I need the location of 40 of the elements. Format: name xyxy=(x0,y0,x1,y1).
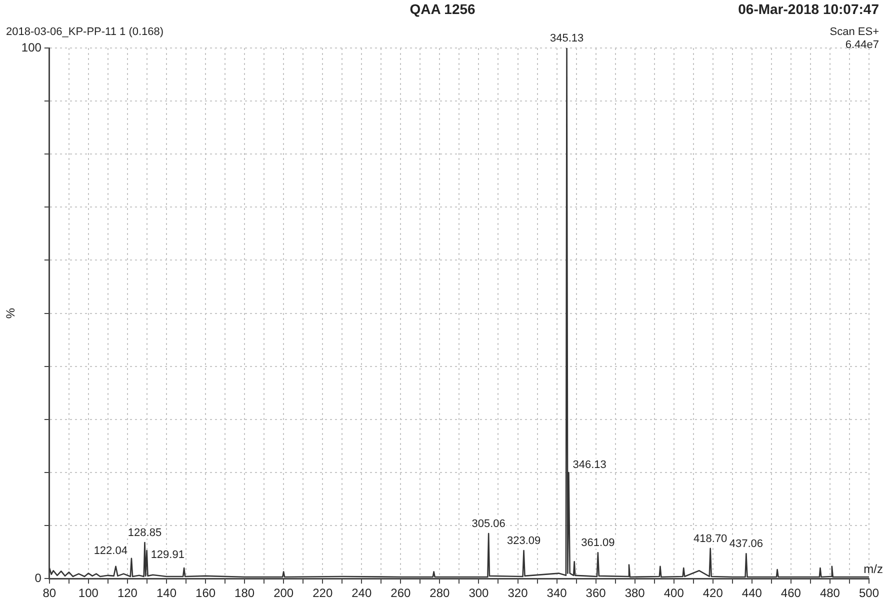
annotation: 128.85 xyxy=(128,527,162,540)
annotation: 346.13 xyxy=(572,459,606,472)
x-tick-label: 220 xyxy=(312,586,333,600)
x-tick-label: 300 xyxy=(468,586,490,600)
x-tick-label: 260 xyxy=(390,586,411,600)
x-axis-title: m/z xyxy=(864,562,883,576)
x-tick-label: 380 xyxy=(624,586,646,600)
annotation: 122.04 xyxy=(94,544,128,557)
annotation: 129.91 xyxy=(150,549,184,562)
x-tick-label: 340 xyxy=(546,586,568,600)
annotation: 305.06 xyxy=(472,518,506,530)
y-tick-label: 0 xyxy=(34,570,42,585)
x-tick-label: 80 xyxy=(42,586,56,600)
x-tick-label: 360 xyxy=(586,586,606,600)
x-tick-label: 140 xyxy=(156,586,177,600)
x-tick-label: 400 xyxy=(664,586,684,600)
x-tick-label: 100 xyxy=(78,586,99,600)
x-tick-label: 420 xyxy=(702,586,724,600)
annotation: 323.09 xyxy=(506,535,541,548)
x-tick-label: 240 xyxy=(352,586,372,600)
x-tick-label: 160 xyxy=(196,586,216,600)
text: 06-Mar-2018 10:07:47 xyxy=(738,1,879,17)
annotation: 418.70 xyxy=(694,532,728,545)
x-tick-label: 180 xyxy=(234,586,255,600)
x-tick-label: 460 xyxy=(780,586,802,600)
x-tick-label: 280 xyxy=(430,586,450,600)
x-tick-label: 440 xyxy=(742,586,762,600)
annotation: 361.09 xyxy=(581,537,615,550)
annotation: 345.13 xyxy=(550,32,584,45)
y-axis-title: % xyxy=(4,308,18,319)
x-tick-label: 480 xyxy=(820,586,840,600)
x-tick-label: 120 xyxy=(117,586,138,600)
annotation: 437.06 xyxy=(729,538,764,550)
annotation: 6.44e7 xyxy=(845,39,879,51)
x-tick-label: 500 xyxy=(858,586,880,600)
x-tick-label: 320 xyxy=(508,586,528,600)
chart-title: QAA 1256 xyxy=(410,1,476,17)
x-tick-label: 200 xyxy=(274,586,294,600)
text: Scan ES+ xyxy=(830,26,879,38)
chart-subtitle: 2018-03-06_KP-PP-11 1 (0.168) xyxy=(6,26,164,38)
